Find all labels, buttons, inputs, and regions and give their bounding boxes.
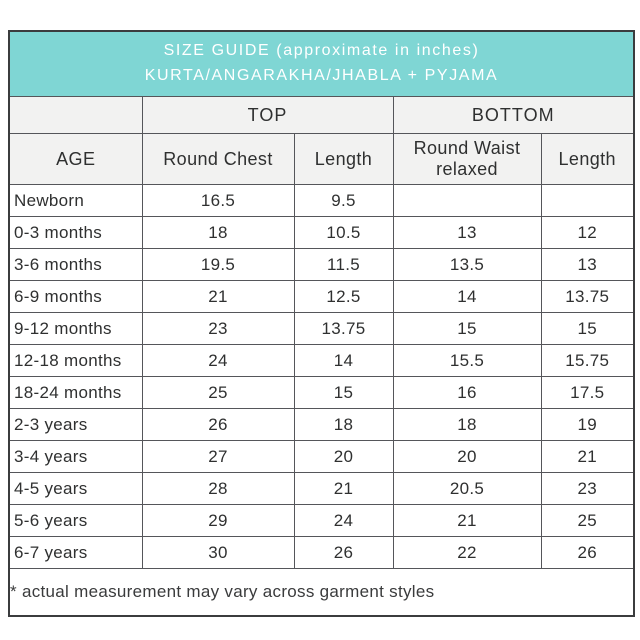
table-row: 5-6 years 29 24 21 25 xyxy=(8,504,635,537)
title-line-2: KURTA/ANGARAKHA/JHABLA + PYJAMA xyxy=(144,67,499,84)
age-cell: 6-9 months xyxy=(8,280,143,313)
footnote-row: * actual measurement may vary across gar… xyxy=(8,568,635,617)
measurement-cell: 11.5 xyxy=(293,248,394,281)
age-cell: 3-4 years xyxy=(8,440,143,473)
measurement-cell: 10.5 xyxy=(293,216,394,249)
measurement-cell: 26 xyxy=(141,408,295,441)
measurement-cell: 13.5 xyxy=(392,248,542,281)
measurement-cell: 25 xyxy=(540,504,635,537)
column-header-round-waist: Round Waist relaxed xyxy=(392,133,542,185)
table-body: Newborn 16.5 9.5 0-3 months 18 10.5 13 12 3-6 mo… xyxy=(8,184,635,569)
group-header-row: TOP BOTTOM xyxy=(8,96,635,134)
age-cell: 0-3 months xyxy=(8,216,143,249)
measurement-cell: 15.5 xyxy=(392,344,542,377)
measurement-cell: 23 xyxy=(141,312,295,345)
age-cell: Newborn xyxy=(8,184,143,217)
measurement-cell: 18 xyxy=(293,408,394,441)
measurement-cell: 29 xyxy=(141,504,295,537)
column-header-top-length: Length xyxy=(293,133,394,185)
table-row: Newborn 16.5 9.5 xyxy=(8,184,635,217)
measurement-cell: 22 xyxy=(392,536,542,569)
measurement-cell: 15 xyxy=(392,312,542,345)
table-row: 6-7 years 30 26 22 26 xyxy=(8,536,635,569)
age-cell: 2-3 years xyxy=(8,408,143,441)
measurement-cell: 20 xyxy=(392,440,542,473)
table-row: 3-6 months 19.5 11.5 13.5 13 xyxy=(8,248,635,281)
title-banner: SIZE GUIDE (approximate in inches) KURTA… xyxy=(8,30,635,97)
measurement-cell: 24 xyxy=(293,504,394,537)
measurement-cell: 20.5 xyxy=(392,472,542,505)
measurement-cell: 13.75 xyxy=(293,312,394,345)
table-row: 12-18 months 24 14 15.5 15.75 xyxy=(8,344,635,377)
measurement-cell: 15 xyxy=(293,376,394,409)
column-header-age: AGE xyxy=(8,133,143,185)
measurement-cell: 25 xyxy=(141,376,295,409)
age-cell: 6-7 years xyxy=(8,536,143,569)
measurement-cell: 21 xyxy=(540,440,635,473)
age-cell: 9-12 months xyxy=(8,312,143,345)
measurement-cell: 19 xyxy=(540,408,635,441)
measurement-cell: 28 xyxy=(141,472,295,505)
table-row: 18-24 months 25 15 16 17.5 xyxy=(8,376,635,409)
measurement-cell: 21 xyxy=(141,280,295,313)
measurement-cell: 19.5 xyxy=(141,248,295,281)
column-header-bottom-length: Length xyxy=(540,133,635,185)
group-header-empty xyxy=(8,96,143,134)
table-row: 2-3 years 26 18 18 19 xyxy=(8,408,635,441)
measurement-cell: 23 xyxy=(540,472,635,505)
title-row: SIZE GUIDE (approximate in inches) KURTA… xyxy=(8,30,635,97)
age-cell: 12-18 months xyxy=(8,344,143,377)
age-cell: 3-6 months xyxy=(8,248,143,281)
footnote: * actual measurement may vary across gar… xyxy=(8,568,635,617)
age-cell: 4-5 years xyxy=(8,472,143,505)
column-header-row: AGE Round Chest Length Round Waist relax… xyxy=(8,133,635,185)
measurement-cell: 26 xyxy=(293,536,394,569)
measurement-cell: 15 xyxy=(540,312,635,345)
measurement-cell xyxy=(392,184,542,217)
table-row: 4-5 years 28 21 20.5 23 xyxy=(8,472,635,505)
measurement-cell: 20 xyxy=(293,440,394,473)
measurement-cell: 26 xyxy=(540,536,635,569)
measurement-cell: 16 xyxy=(392,376,542,409)
measurement-cell: 9.5 xyxy=(293,184,394,217)
measurement-cell: 17.5 xyxy=(540,376,635,409)
age-cell: 18-24 months xyxy=(8,376,143,409)
measurement-cell: 12 xyxy=(540,216,635,249)
measurement-cell: 30 xyxy=(141,536,295,569)
table-row: 3-4 years 27 20 20 21 xyxy=(8,440,635,473)
measurement-cell: 15.75 xyxy=(540,344,635,377)
measurement-cell: 14 xyxy=(293,344,394,377)
group-header-bottom: BOTTOM xyxy=(392,96,635,134)
measurement-cell: 18 xyxy=(392,408,542,441)
column-header-round-chest: Round Chest xyxy=(141,133,295,185)
measurement-cell: 24 xyxy=(141,344,295,377)
measurement-cell: 21 xyxy=(293,472,394,505)
measurement-cell: 16.5 xyxy=(141,184,295,217)
size-guide-table: SIZE GUIDE (approximate in inches) KURTA… xyxy=(8,30,635,617)
measurement-cell: 13 xyxy=(540,248,635,281)
table-row: 6-9 months 21 12.5 14 13.75 xyxy=(8,280,635,313)
age-cell: 5-6 years xyxy=(8,504,143,537)
measurement-cell xyxy=(540,184,635,217)
title-line-1: SIZE GUIDE (approximate in inches) xyxy=(163,42,480,60)
table-row: 9-12 months 23 13.75 15 15 xyxy=(8,312,635,345)
group-header-top: TOP xyxy=(141,96,394,134)
measurement-cell: 13.75 xyxy=(540,280,635,313)
measurement-cell: 14 xyxy=(392,280,542,313)
table-row: 0-3 months 18 10.5 13 12 xyxy=(8,216,635,249)
measurement-cell: 21 xyxy=(392,504,542,537)
measurement-cell: 12.5 xyxy=(293,280,394,313)
measurement-cell: 13 xyxy=(392,216,542,249)
measurement-cell: 27 xyxy=(141,440,295,473)
measurement-cell: 18 xyxy=(141,216,295,249)
